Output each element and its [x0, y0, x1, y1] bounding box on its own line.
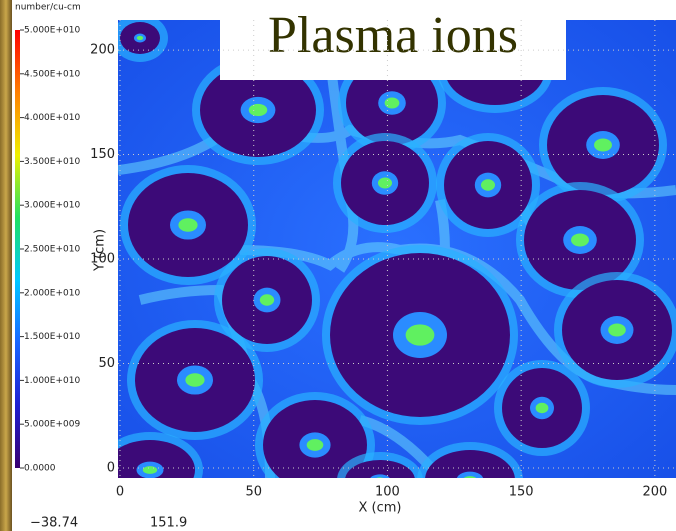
ring-core-hot	[405, 324, 435, 346]
ring-core-hot	[594, 138, 612, 152]
heatmap-field	[118, 20, 676, 478]
colorbar-label: number/cu-cm	[15, 3, 81, 13]
y-axis-label: Y (cm)	[93, 229, 108, 272]
ring-core-hot	[178, 218, 198, 232]
colorbar-tick-label: 3.000E+010	[24, 201, 80, 211]
colorbar-tick-label: 4.500E+010	[24, 69, 80, 79]
ring-core-hot	[571, 233, 589, 247]
ring-core	[456, 471, 484, 478]
colorbar-tick-label: 1.000E+010	[24, 376, 80, 386]
x-tick-label: 150	[509, 485, 534, 500]
cursor-x-readout: −38.74	[30, 516, 78, 531]
ring-core-hot	[376, 477, 384, 478]
colorbar-tick-label: 1.500E+010	[24, 332, 80, 342]
ring-core-hot	[259, 294, 275, 306]
colorbar-tick-label: 5.000E+009	[24, 420, 80, 430]
y-tick-label: 100	[90, 252, 115, 267]
colorbar	[15, 30, 20, 468]
chart-title: Plasma ions	[268, 7, 518, 64]
slide-border	[0, 0, 12, 531]
y-tick-label: 150	[90, 147, 115, 162]
title-box	[220, 0, 566, 80]
ring-core-hot	[384, 97, 400, 109]
ring-core	[370, 474, 390, 478]
colorbar-tick-label: 2.000E+010	[24, 288, 80, 298]
y-tick-label: 0	[107, 460, 115, 475]
colorbar-tick-label: 3.500E+010	[24, 157, 80, 167]
x-axis-label: X (cm)	[359, 501, 402, 516]
ring-core-hot	[142, 466, 158, 474]
ring-core-hot	[463, 476, 477, 478]
ring-core-hot	[377, 177, 393, 189]
ring-core-hot	[480, 179, 496, 191]
x-tick-label: 50	[245, 485, 262, 500]
ring	[345, 460, 415, 478]
ring-core-hot	[608, 323, 626, 337]
x-tick-label: 0	[116, 485, 124, 500]
x-tick-label: 200	[642, 485, 667, 500]
ring-core-hot	[248, 103, 268, 117]
y-tick-label: 200	[90, 43, 115, 58]
colorbar-tick-label: 4.000E+010	[24, 113, 80, 123]
x-tick-label: 100	[375, 485, 400, 500]
cursor-y-readout: 151.9	[150, 516, 187, 531]
colorbar-tick-label: 0.0000	[24, 464, 56, 474]
y-tick-label: 50	[98, 356, 115, 371]
colorbar-tick-label: 5.000E+010	[24, 26, 80, 36]
ring	[425, 450, 515, 478]
ring-core-hot	[185, 373, 205, 387]
ring-core-hot	[136, 35, 144, 41]
colorbar-tick-label: 2.500E+010	[24, 245, 80, 255]
ring-core-hot	[306, 439, 324, 451]
ring-core-hot	[535, 402, 549, 414]
